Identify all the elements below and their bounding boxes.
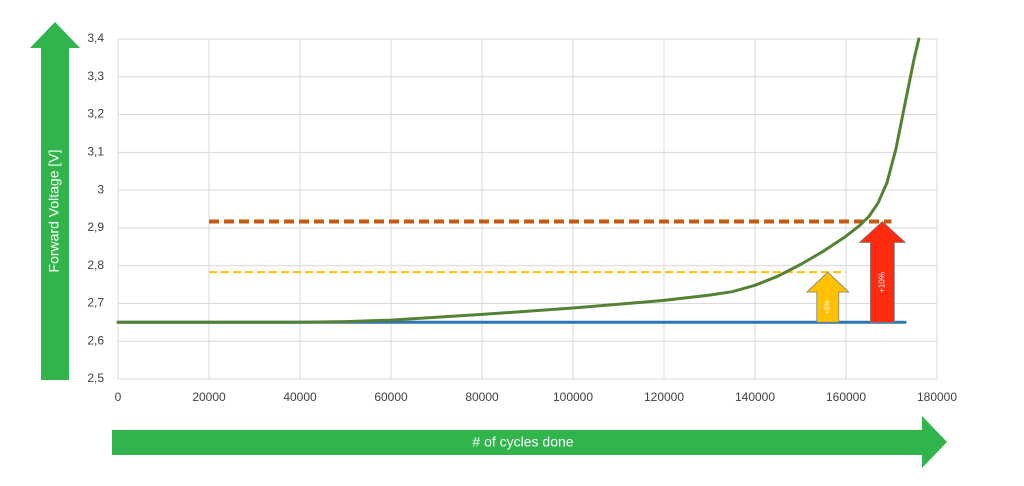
x-tick-label: 180000 (917, 390, 957, 404)
y-axis-label: Forward Voltage [V] (46, 150, 62, 273)
y-tick-label: 2,6 (87, 333, 104, 347)
x-tick-label: 160000 (826, 390, 866, 404)
x-axis-arrow (112, 416, 947, 468)
x-tick-label: 80000 (465, 390, 499, 404)
gridlines (117, 38, 938, 380)
y-tick-label: 3,2 (87, 107, 104, 121)
threshold-arrows: +5% +10% (805, 220, 907, 323)
x-tick-label: 0 (115, 390, 122, 404)
y-tick-labels: 2,5 2,6 2,7 2,8 2,9 3 3,1 3,2 3,3 3,4 (87, 31, 104, 385)
threshold-arrow-label: +10% (878, 272, 887, 293)
x-tick-label: 20000 (192, 390, 226, 404)
x-tick-label: 40000 (283, 390, 317, 404)
y-tick-label: 2,7 (87, 296, 104, 310)
series-lines (116, 37, 921, 324)
x-tick-label: 60000 (374, 390, 408, 404)
series-line-1 (116, 37, 921, 324)
y-tick-label: 3,4 (87, 31, 104, 45)
y-axis-arrow (30, 22, 80, 380)
threshold-arrow-1 (805, 271, 850, 323)
x-axis-label: # of cycles done (472, 434, 573, 450)
threshold-arrow-2 (858, 220, 907, 323)
y-tick-label: 3,3 (87, 69, 104, 83)
y-tick-label: 3 (97, 182, 104, 196)
y-tick-label: 2,9 (87, 220, 104, 234)
x-tick-label: 140000 (735, 390, 775, 404)
x-tick-label: 100000 (553, 390, 593, 404)
y-tick-label: 2,8 (87, 258, 104, 272)
threshold-arrow-label: +5% (825, 300, 832, 314)
y-tick-label: 2,5 (87, 371, 104, 385)
y-tick-label: 3,1 (87, 145, 104, 159)
x-tick-label: 120000 (644, 390, 684, 404)
x-tick-labels: 0 20000 40000 60000 80000 100000 120000 140000 1… (115, 390, 958, 404)
